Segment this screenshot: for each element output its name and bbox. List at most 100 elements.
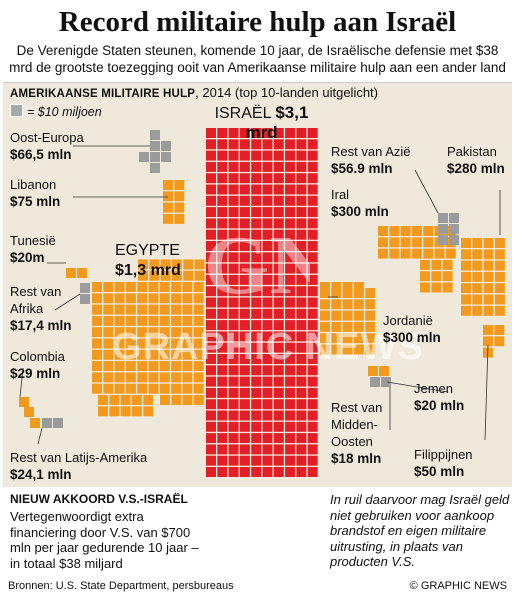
waffle-square: [239, 421, 250, 432]
waffle-square: [378, 237, 388, 248]
waffle-square: [251, 139, 262, 150]
waffle-square: [228, 410, 239, 421]
label-rest-azie-value: $56.9 mln: [331, 161, 393, 176]
waffle-square: [296, 308, 307, 319]
label-filippijnen: Filippijnen $50 mln: [414, 446, 473, 480]
waffle-square: [307, 467, 318, 477]
waffle-square: [217, 184, 228, 195]
label-rest-azie-name: Rest van Azië: [331, 144, 411, 159]
waffle-square: [296, 387, 307, 398]
waffle-square: [171, 259, 182, 270]
waffle-square: [206, 274, 216, 285]
waffle-square: [449, 224, 459, 234]
waffle-square: [273, 433, 284, 444]
waffle-square: [307, 195, 318, 206]
waffle-square: [217, 150, 228, 161]
label-rest-afrika: Rest van Afrika $17,4 mln: [10, 283, 72, 334]
waffle-square: [80, 283, 90, 293]
waffle-square: [217, 128, 228, 138]
label-oost-europa: Oost-Europa $66,5 mln: [10, 129, 84, 163]
waffle-square: [92, 315, 102, 326]
waffle-square: [251, 161, 262, 172]
waffle-square: [137, 383, 148, 394]
waffle-square: [163, 180, 173, 190]
waffle-square: [217, 195, 228, 206]
waffle-square: [109, 406, 120, 417]
waffle-square: [171, 361, 182, 372]
waffle-square: [159, 327, 170, 338]
waffle-square: [66, 268, 76, 278]
label-tunesie-value: $20m: [10, 250, 45, 265]
label-rest-latam-name: Rest van Latijs-Amerika: [10, 450, 148, 465]
waffle-square: [285, 184, 296, 195]
waffle-square: [77, 268, 87, 278]
waffle-square: [431, 282, 442, 293]
waffle-square: [320, 299, 330, 310]
waffle-square: [262, 218, 273, 229]
waffle-square: [461, 294, 471, 305]
waffle-square: [228, 195, 239, 206]
waffle-square: [285, 297, 296, 308]
waffle-square: [365, 288, 376, 298]
waffle-square: [148, 315, 159, 326]
waffle-square: [206, 297, 216, 308]
waffle-square: [262, 467, 273, 477]
waffle-square: [307, 207, 318, 218]
waffle-square: [483, 305, 494, 316]
waffle-square: [307, 241, 318, 251]
label-filippijnen-name: Filippijnen: [414, 447, 473, 462]
waffle-square: [296, 410, 307, 421]
waffle-square: [251, 286, 262, 297]
waffle-square: [273, 455, 284, 466]
waffle-square: [296, 467, 307, 477]
waffle-square: [273, 229, 284, 240]
waffle-square: [239, 207, 250, 218]
waffle-square: [171, 293, 182, 304]
waffle-square: [285, 421, 296, 432]
waffle-square: [206, 365, 216, 376]
waffle-square: [273, 241, 284, 251]
waffle-square: [400, 248, 411, 259]
waffle-square: [228, 218, 239, 229]
label-oost-europa-value: $66,5 mln: [10, 147, 72, 162]
waffle-square: [438, 224, 448, 234]
waffle-square: [103, 361, 114, 372]
waffle-square: [251, 297, 262, 308]
waffle-square: [262, 252, 273, 263]
waffle-square: [262, 433, 273, 444]
waffle-square: [193, 304, 204, 315]
waffle-square: [307, 274, 318, 285]
waffle-square: [262, 455, 273, 466]
waffle-square: [296, 184, 307, 195]
waffle-square: [273, 184, 284, 195]
waffle-square: [307, 331, 318, 342]
waffle-square: [262, 173, 273, 184]
waffle-square: [217, 433, 228, 444]
waffle-square: [273, 467, 284, 477]
waffle-square: [217, 365, 228, 376]
waffle-square: [239, 444, 250, 455]
label-israel-value: $3,1 mrd: [245, 103, 309, 142]
waffle-square: [273, 342, 284, 353]
waffle-square: [42, 418, 52, 428]
waffle-square: [239, 467, 250, 477]
waffle-square: [342, 288, 353, 298]
waffle-square: [307, 444, 318, 455]
waffle-square: [160, 259, 171, 270]
waffle-square: [307, 128, 318, 138]
deal-title: Nieuw akkoord V.S.-Israël: [10, 492, 188, 506]
waffle-square: [125, 372, 136, 383]
waffle-square: [262, 365, 273, 376]
waffle-square: [483, 283, 494, 294]
waffle-square: [307, 263, 318, 274]
chart-heading: Amerikaanse militaire hulp, 2014 (top 10…: [10, 85, 378, 100]
waffle-square: [285, 354, 296, 364]
waffle-square: [174, 213, 185, 224]
waffle-square: [262, 139, 273, 150]
leader-line: [484, 344, 489, 441]
deal-section: [3, 488, 512, 580]
waffle-square: [431, 259, 442, 270]
waffle-square: [92, 349, 102, 360]
waffle-square: [307, 399, 318, 410]
waffle-israel: [206, 128, 318, 477]
